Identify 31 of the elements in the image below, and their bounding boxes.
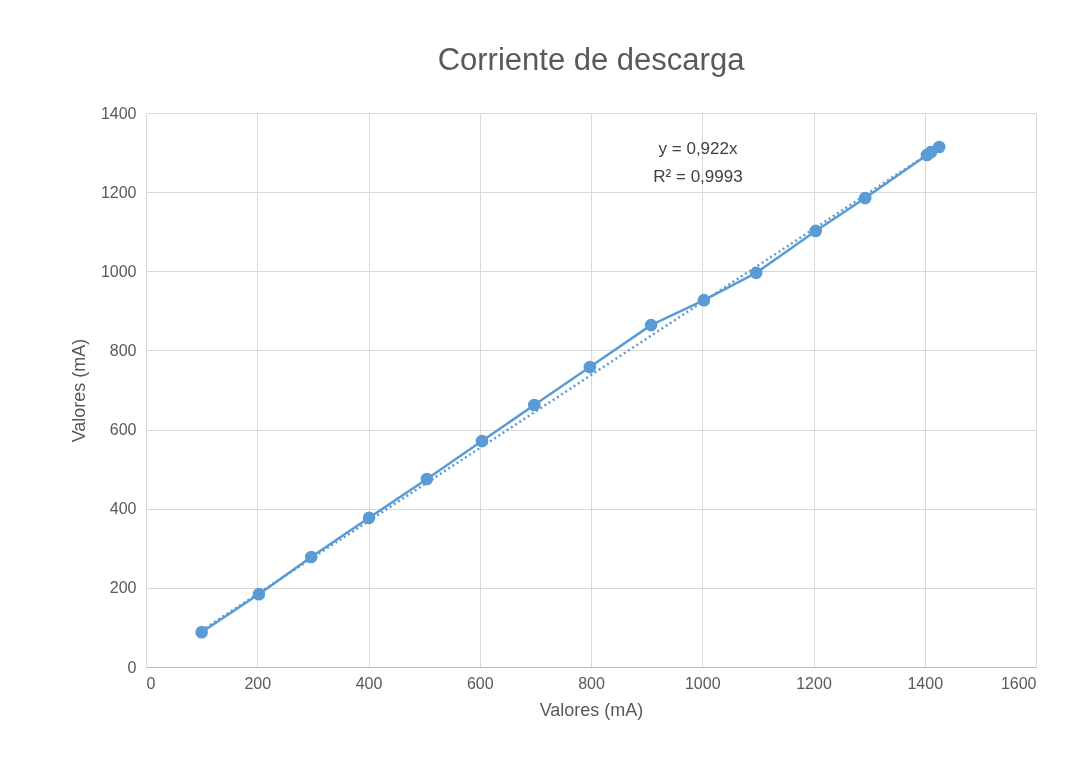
x-tick-label: 800 [578,674,605,692]
y-tick-label: 400 [109,500,137,518]
point [195,625,208,639]
point [644,318,658,332]
point [583,360,597,374]
y-tick-label: 1200 [100,183,137,201]
annotation: y = 0,922x [658,139,738,158]
point [252,587,266,601]
y-tick-label: 1000 [100,262,137,280]
x-axis-title: Valores (mA) [539,699,644,720]
x-tick-label: 1400 [907,674,944,692]
x-tick-label: 200 [244,674,272,692]
point [749,266,763,280]
y-tick-label: 600 [109,421,137,439]
point [527,398,541,412]
y-tick-label: 0 [127,658,137,676]
y-tick-label: 1400 [100,104,137,122]
point [475,434,489,448]
point [809,224,823,238]
x-tick-label: 1000 [684,674,721,692]
annotation: R² = 0,9993 [653,167,743,186]
x-tick-label: 600 [466,674,494,692]
x-tick-label: 1200 [796,674,832,692]
x-tick-label: 1600 [1000,674,1037,692]
x-tick-label: 0 [146,674,156,692]
point [932,140,946,154]
y-tick-label: 200 [109,579,137,597]
chart-title: Corriente de descarga [437,42,746,77]
x-tick-label: 400 [355,674,383,692]
y-tick-label: 800 [109,341,137,359]
y-axis-title: Valores (mA) [68,338,89,443]
